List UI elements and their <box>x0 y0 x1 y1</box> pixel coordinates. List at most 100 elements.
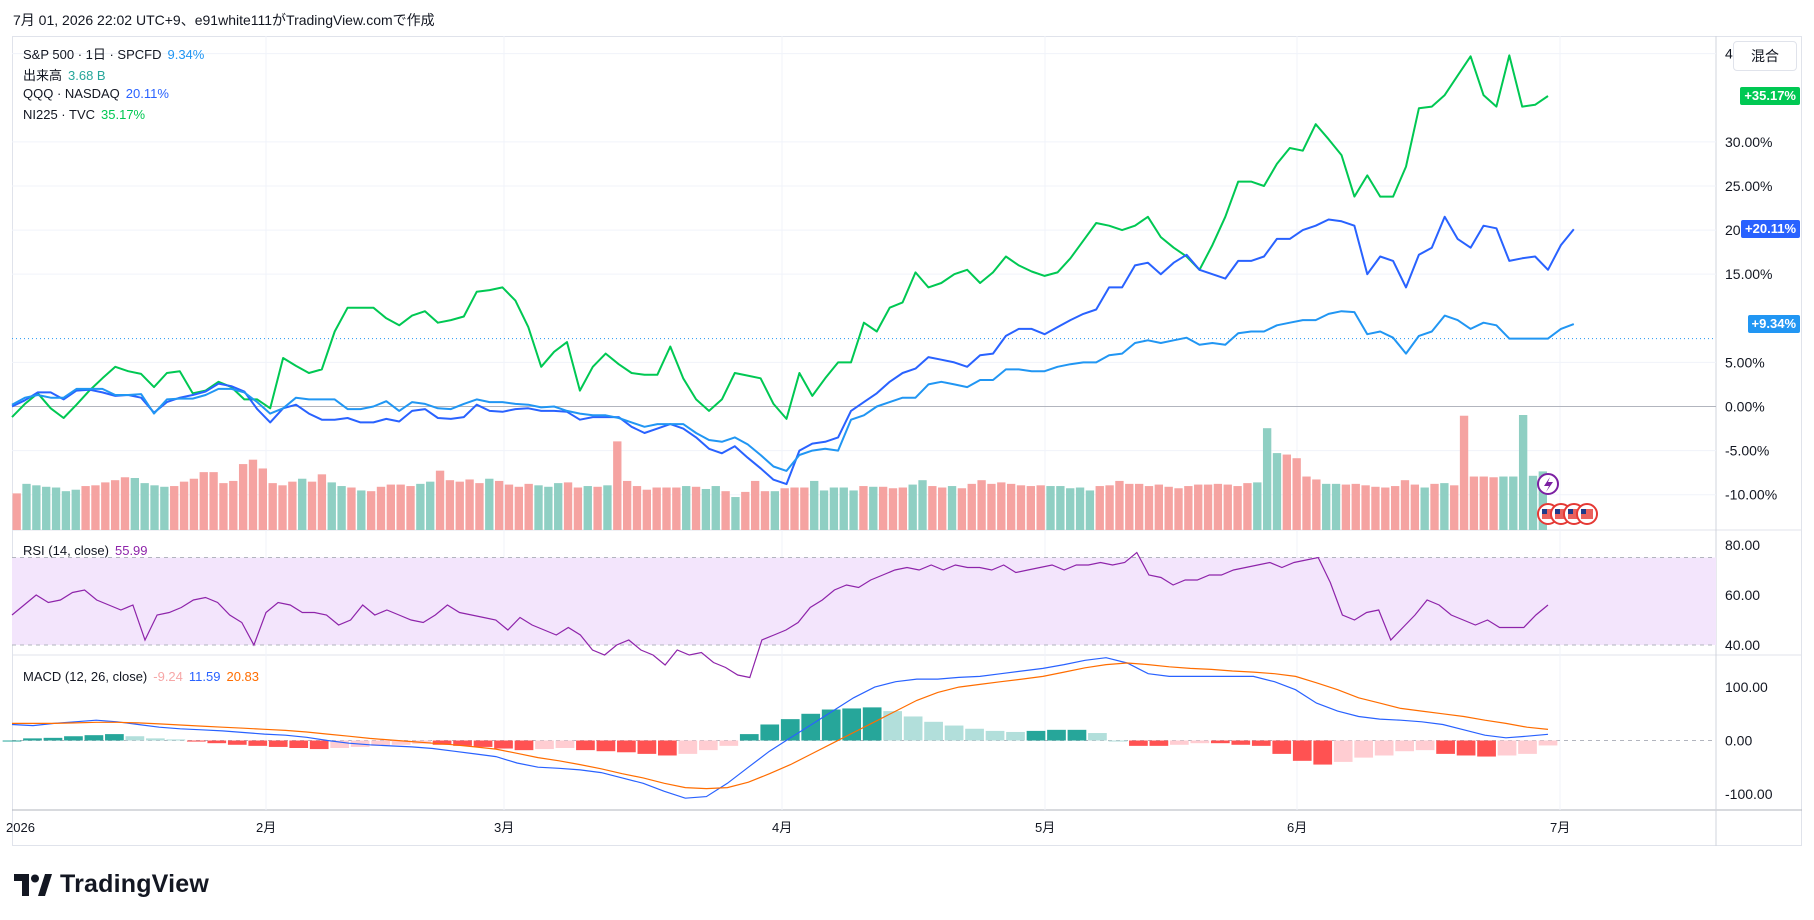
tradingview-logo[interactable]: TradingView <box>14 870 209 899</box>
us-flag-icon-stripes <box>1542 509 1554 519</box>
macd-histogram-bar <box>105 734 124 741</box>
volume-bar <box>711 486 720 530</box>
volume-bar <box>1115 480 1124 530</box>
macd-histogram-bar <box>227 740 247 745</box>
volume-bar <box>91 485 100 530</box>
macd-histogram-bar <box>903 716 923 741</box>
volume-bar <box>1184 486 1193 530</box>
macd-histogram-bar <box>166 739 186 741</box>
volume-bar <box>1056 486 1065 530</box>
volume-bar <box>760 491 770 530</box>
volume-bar <box>652 487 661 530</box>
volume-bar <box>810 480 819 530</box>
legend-main[interactable]: S&P 500 · 1日 · SPCFD 9.34% <box>23 44 204 63</box>
volume-bar <box>1046 486 1055 530</box>
legend-rsi[interactable]: RSI (14, close) 55.99 <box>23 543 148 558</box>
rsi-y-tick-label: 40.00 <box>1725 637 1760 653</box>
macd-histogram-bar <box>125 736 145 741</box>
volume-bar <box>1302 476 1311 530</box>
volume-bar <box>701 488 711 530</box>
volume-bar <box>229 480 238 530</box>
volume-bar <box>278 485 287 530</box>
macd-y-tick-label: 100.00 <box>1725 679 1768 695</box>
x-tick-label: 4月 <box>772 820 792 835</box>
us-flag-icon-stripes <box>1568 509 1580 519</box>
volume-bar <box>1390 486 1400 530</box>
volume-bar <box>514 486 523 530</box>
y-tick-label: 5.00% <box>1725 354 1765 370</box>
macd-histogram-bar <box>719 740 739 746</box>
legend-qqq[interactable]: QQQ · NASDAQ 20.11% <box>23 86 169 101</box>
volume-bar <box>1243 483 1252 530</box>
volume-bar <box>376 486 386 530</box>
volume-bar <box>71 489 80 530</box>
macd-histogram-bar <box>1129 740 1148 746</box>
volume-bar <box>790 487 799 530</box>
macd-histogram-bar <box>64 736 83 741</box>
volume-bar <box>741 491 750 530</box>
legend-rsi-value: 55.99 <box>114 543 148 558</box>
macd-histogram-bar <box>2 740 22 742</box>
volume-bar <box>967 483 976 530</box>
volume-bar <box>1262 428 1272 530</box>
volume-bar <box>1410 484 1419 530</box>
volume-bar <box>1371 486 1380 530</box>
legend-qqq-label: QQQ · NASDAQ <box>23 86 120 101</box>
volume-bar <box>859 486 868 530</box>
ni225-line <box>11 54 1549 420</box>
macd-histogram-bar <box>391 740 411 745</box>
volume-bar <box>780 488 789 530</box>
macd-histogram-bar <box>1108 740 1128 742</box>
legend-ni225[interactable]: NI225 · TVC 35.17% <box>23 107 145 122</box>
volume-bar <box>1499 476 1508 530</box>
volume-bar <box>1223 484 1232 530</box>
volume-bar <box>170 486 179 530</box>
macd-histogram-bar <box>23 738 42 741</box>
volume-bar <box>800 487 809 530</box>
macd-histogram-bar <box>1354 740 1374 758</box>
chart-canvas[interactable]: 40.00%30.00%25.00%20.00%15.00%5.00%0.00%… <box>0 0 1814 860</box>
macd-histogram-bar <box>924 721 943 741</box>
volume-bar <box>554 483 563 530</box>
macd-histogram-bar <box>1231 740 1251 745</box>
volume-bar <box>1036 485 1045 530</box>
volume-bar <box>150 485 159 530</box>
macd-histogram-bar <box>1088 733 1107 741</box>
volume-bar <box>662 487 671 530</box>
macd-histogram-bar <box>289 740 309 748</box>
volume-bar <box>130 477 139 530</box>
volume-bar <box>839 487 848 530</box>
volume-bar <box>1312 479 1321 530</box>
macd-histogram-bar <box>1374 740 1394 756</box>
volume-bar <box>81 486 90 530</box>
volume-bar <box>426 481 435 530</box>
legend-macd[interactable]: MACD (12, 26, close) -9.24 11.59 20.83 <box>23 669 259 684</box>
scale-mode-button[interactable]: 混合 <box>1733 41 1797 71</box>
volume-bar <box>416 483 425 530</box>
macd-histogram-bar <box>842 708 862 741</box>
volume-bar <box>1341 484 1351 530</box>
legend-volume[interactable]: 出来高 3.68 B <box>23 65 106 84</box>
macd-histogram-bar <box>698 740 718 751</box>
volume-bar <box>1459 415 1469 530</box>
macd-histogram-bar <box>535 740 554 750</box>
macd-histogram-bar <box>186 740 206 742</box>
volume-bar <box>888 488 898 530</box>
volume-bar <box>179 481 189 530</box>
volume-bar <box>977 480 986 530</box>
chart-header: 7月 01, 2026 22:02 UTC+9、e91white111がTrad… <box>13 12 435 28</box>
macd-histogram-bar <box>821 709 841 741</box>
volume-bar <box>869 486 878 530</box>
volume-bar <box>1400 480 1410 530</box>
volume-bar <box>997 482 1006 530</box>
volume-bar <box>721 491 730 530</box>
volume-bar <box>750 480 760 530</box>
volume-bar <box>298 478 307 530</box>
volume-bar <box>110 480 120 530</box>
macd-histogram-bar <box>494 740 513 749</box>
volume-bar <box>878 486 888 530</box>
volume-bar <box>347 487 356 530</box>
macd-histogram-bar <box>596 740 616 752</box>
volume-bar <box>672 487 681 530</box>
volume-bar <box>642 489 651 530</box>
